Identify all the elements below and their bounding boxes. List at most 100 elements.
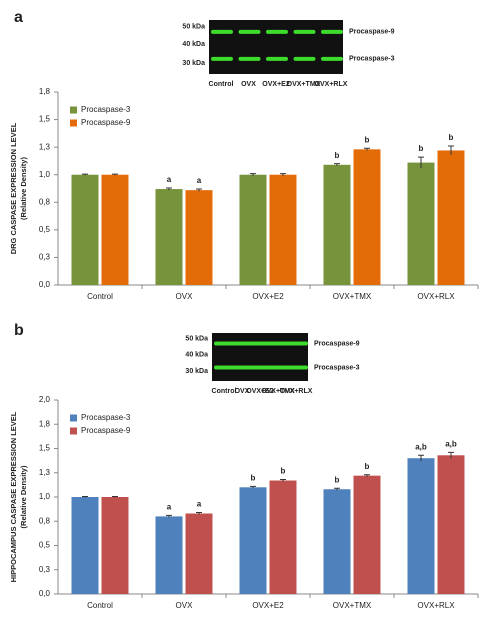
y-tick-label: 2,0 [39,395,51,404]
significance-label: a,b [445,439,457,448]
blot-image [209,20,343,74]
legend-swatch [70,427,77,435]
significance-label: a [167,503,172,512]
y-tick-label: 1,8 [39,87,51,96]
error-bar [448,451,454,459]
y-tick-label: 1,3 [39,142,51,151]
bar [155,516,183,594]
blot-band-label: Procaspase-9 [349,29,395,36]
error-bar [82,496,88,498]
legend-swatch [70,414,77,422]
y-tick-label: 0,0 [39,589,51,598]
bar [269,174,297,285]
blot-band [293,29,316,34]
bar [323,164,351,285]
x-tick-label: Control [87,601,113,610]
x-tick-label: OVX+E2 [252,292,284,301]
blot-marker: 50 kDa [185,336,208,343]
blot-band [238,29,261,34]
panel-label: a [14,9,23,26]
y-tick-label: 1,5 [39,115,51,124]
y-tick-label: 1,0 [39,492,51,501]
bar [155,189,183,285]
significance-label: b [251,473,256,482]
y-tick-label: 1,3 [39,468,51,477]
error-bar [82,173,88,176]
error-bar [418,156,424,169]
blot-band-label: Procaspase-3 [314,364,360,371]
legend-label: Procaspase-9 [81,118,131,127]
error-bar [334,487,340,491]
blot-marker: 40 kDa [182,41,205,48]
bar [239,487,267,594]
blot-band [250,365,272,370]
blot-marker: 40 kDa [185,351,208,358]
error-bar [280,479,286,482]
blot-band [266,29,288,34]
blot-band [214,341,236,346]
blot-marker: 50 kDa [182,23,205,30]
y-axis-label: (Relative Density) [19,465,28,528]
x-tick-label: OVX+TMX [333,292,372,301]
y-tick-label: 1,8 [39,419,51,428]
blot-band [211,56,233,61]
blot-lane-label: Control [212,388,237,395]
legend-label: Procaspase-3 [81,413,131,422]
y-axis-label: HIPPOCAMPUS CASPASE EXPRESSION LEVEL [9,411,18,582]
blot-band [321,29,343,34]
blot-lane-label: OVX+E2 [262,81,290,88]
blot-lane-label: OVX+RLX [315,81,348,88]
significance-label: b [419,144,424,153]
blot-lane-label: OVX [235,388,250,395]
bar [407,458,435,594]
bar [101,497,129,594]
blot-band [250,341,272,346]
y-tick-label: 0,8 [39,516,51,525]
x-tick-label: OVX+E2 [252,601,284,610]
blot-image [212,333,308,381]
legend-label: Procaspase-9 [81,426,131,435]
bar [71,174,99,285]
y-axis-label: DRG CASPASE EXPRESSION LEVEL [9,122,18,254]
significance-label: b [449,133,454,142]
error-bar [364,474,370,477]
error-bar [166,187,172,191]
error-bar [196,188,202,192]
y-axis-label: (Relative Density) [19,157,28,220]
significance-label: b [335,151,340,160]
blot-lane-label: OVX [241,81,256,88]
bar [239,174,267,285]
significance-label: b [335,475,340,484]
x-tick-label: OVX [176,292,194,301]
error-bar [448,145,454,155]
blot-lane-label: OVX+RLX [280,388,313,395]
blot-band-label: Procaspase-3 [349,56,395,63]
blot-band-label: Procaspase-9 [314,340,360,347]
bar [71,497,99,594]
bar [353,149,381,285]
legend-label: Procaspase-3 [81,105,131,114]
x-tick-label: OVX+TMX [333,601,372,610]
error-bar [250,173,256,176]
error-bar [196,512,202,515]
significance-label: a [197,500,202,509]
legend-swatch [70,106,77,114]
error-bar [166,514,172,518]
bar [185,513,213,594]
significance-label: a [197,176,202,185]
x-tick-label: Control [87,292,113,301]
blot-band [214,365,236,370]
blot-lane-label: Control [209,81,234,88]
significance-label: b [365,135,370,144]
y-tick-label: 1,0 [39,170,51,179]
significance-label: b [281,467,286,476]
y-tick-label: 0,8 [39,197,51,206]
blot-band [286,341,308,346]
bar [437,150,465,285]
blot-band [268,365,290,370]
y-tick-label: 0,5 [39,225,51,234]
blot-band [286,365,308,370]
error-bar [112,496,118,498]
